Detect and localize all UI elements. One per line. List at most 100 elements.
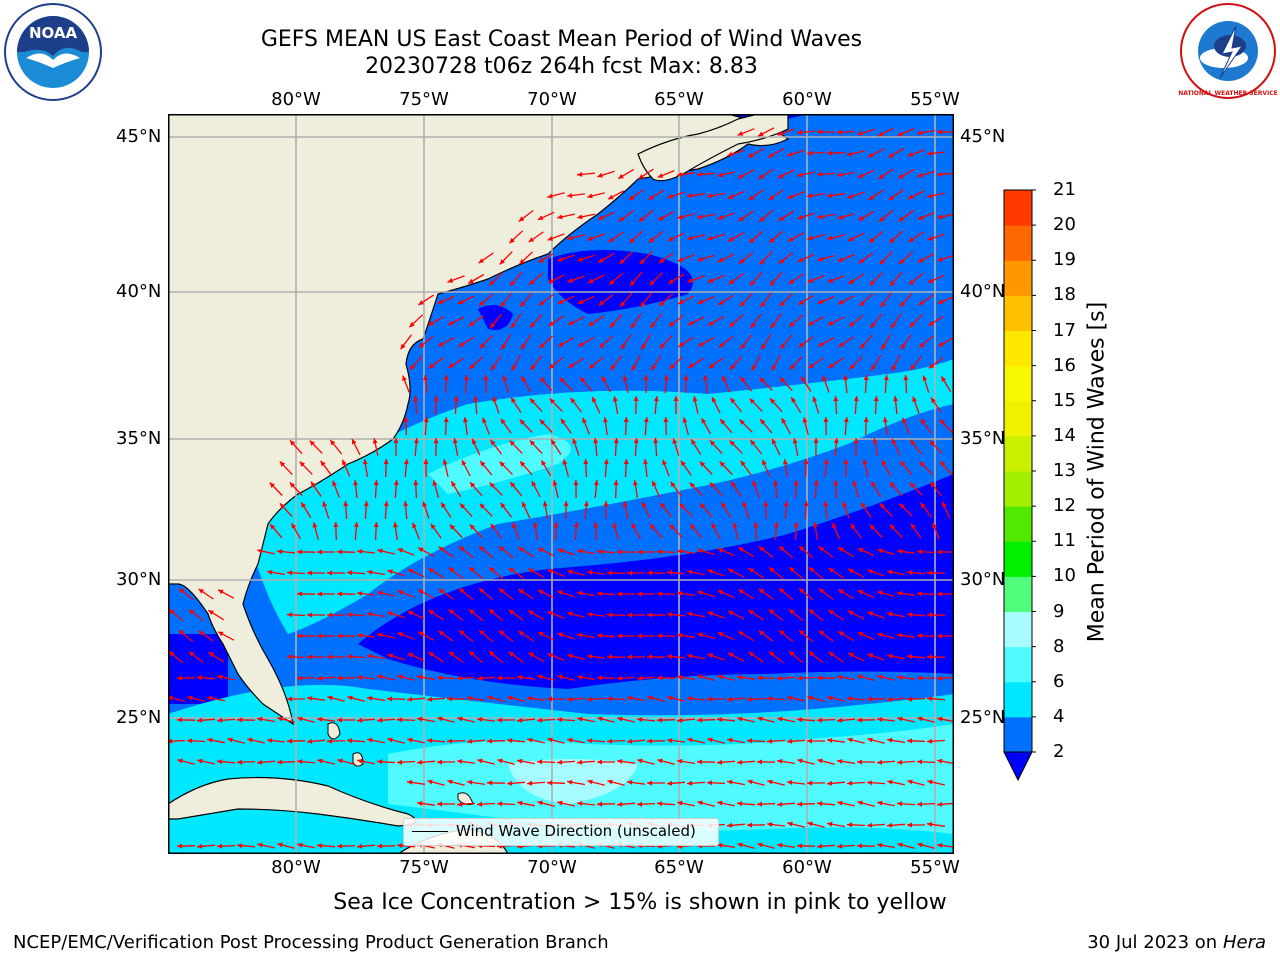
wind-wave-arrow-head — [751, 365, 757, 371]
wind-wave-arrow-head — [941, 376, 947, 382]
wind-wave-arrow-head — [909, 482, 915, 488]
wind-wave-arrow-head — [489, 280, 495, 286]
wind-wave-arrow-head — [547, 696, 552, 702]
wind-wave-arrow-head — [197, 843, 203, 849]
wind-wave-arrow-head — [817, 171, 823, 177]
wind-wave-arrow-head — [938, 341, 944, 347]
wind-wave-arrow-head — [537, 717, 543, 723]
wind-wave-arrow-head — [837, 214, 843, 220]
wind-wave-arrow-head — [667, 570, 673, 576]
wind-wave-arrow-head — [188, 609, 195, 615]
wind-wave-arrow-head — [770, 398, 776, 404]
wind-wave-arrow-head — [563, 501, 569, 507]
wind-wave-arrow-head — [887, 611, 893, 617]
wind-wave-arrow-head — [540, 377, 546, 383]
wind-wave-arrow-head — [857, 632, 864, 637]
wind-wave-arrow-head — [838, 589, 844, 595]
wind-wave-arrow-head — [628, 195, 635, 201]
wind-wave-arrow-head — [549, 398, 555, 404]
wind-wave-arrow-head — [937, 758, 943, 764]
wind-wave-arrow-head — [813, 522, 818, 528]
wind-wave-arrow-head — [657, 591, 663, 597]
wind-wave-arrow-head — [897, 801, 903, 807]
wind-wave-arrow-head — [297, 759, 303, 765]
wind-wave-arrow-head — [517, 675, 523, 680]
wind-wave-arrow-head — [207, 737, 213, 743]
wind-wave-arrow-head — [560, 418, 566, 425]
wind-wave-arrow-head — [610, 364, 616, 371]
wind-wave-arrow-head — [363, 501, 369, 507]
colorbar-bin-14 — [1004, 260, 1032, 296]
wind-wave-arrow-head — [447, 738, 453, 744]
colorbar-tick-label: 10 — [1053, 565, 1076, 587]
wind-wave-arrow-head — [822, 375, 827, 382]
wind-wave-arrow-head — [297, 675, 303, 681]
wind-wave-arrow-head — [383, 501, 389, 507]
wind-wave-arrow-head — [299, 461, 305, 467]
wind-wave-arrow-head — [747, 696, 753, 702]
lat-label-right-40n: 40°N — [960, 281, 1006, 302]
wind-wave-arrow-head — [538, 257, 544, 263]
wind-wave-arrow-head — [547, 780, 553, 786]
wind-wave-arrow-head — [719, 461, 725, 467]
wind-wave-arrow-head — [907, 612, 913, 618]
wind-wave-arrow-head — [887, 737, 893, 743]
wind-wave-arrow-head — [447, 320, 454, 325]
wind-wave-arrow-head — [717, 548, 724, 553]
wind-wave-arrow-head — [787, 738, 793, 744]
wind-wave-arrow-head — [428, 320, 434, 326]
wind-wave-arrow-head — [407, 653, 414, 658]
wind-wave-arrow-head — [917, 842, 923, 848]
wind-wave-arrow-head — [567, 611, 573, 617]
band-dark-north-2 — [478, 305, 513, 330]
wind-wave-arrow-head — [407, 611, 414, 616]
map-frame — [168, 114, 954, 854]
wind-wave-arrow-head — [717, 590, 724, 595]
wind-wave-arrow-head — [377, 632, 383, 638]
wind-wave-arrow-head — [817, 256, 823, 262]
wind-wave-arrow-head — [850, 523, 856, 530]
wind-wave-arrow-head — [858, 215, 864, 221]
wind-wave-arrow-head — [910, 439, 916, 446]
wind-wave-arrow-head — [807, 150, 813, 156]
lat-label-left-45n: 45°N — [116, 126, 162, 147]
wind-wave-arrow-head — [832, 522, 837, 529]
wind-wave-arrow-head — [727, 822, 733, 828]
colorbar-tick-label: 15 — [1053, 389, 1076, 411]
wind-wave-arrow-head — [518, 589, 524, 594]
wind-wave-arrow-head — [347, 738, 353, 744]
colorbar-bin-2 — [1004, 681, 1032, 718]
wind-wave-arrow-head — [782, 459, 788, 465]
wind-wave-arrow-head — [747, 779, 753, 785]
wind-wave-arrow-head — [527, 696, 533, 701]
colorbar-bin-16 — [1004, 190, 1032, 226]
wind-wave-arrow-head — [927, 696, 933, 702]
wind-wave-arrow-head — [877, 674, 883, 680]
wind-wave-arrow-head — [447, 779, 453, 785]
wind-wave-arrow-head — [573, 480, 579, 485]
wind-wave-arrow-head — [857, 717, 863, 723]
wind-wave-arrow-head — [367, 611, 373, 617]
wind-wave-arrow-head — [367, 737, 373, 743]
wind-wave-arrow-head — [197, 675, 203, 681]
wind-wave-arrow-head — [717, 800, 723, 806]
wind-wave-arrow-head — [677, 717, 683, 723]
wind-wave-arrow-head — [307, 570, 312, 576]
wind-wave-arrow-head — [848, 279, 854, 284]
wind-wave-arrow-head — [887, 696, 893, 702]
wind-wave-arrow-head — [857, 173, 864, 178]
wind-wave-arrow-head — [557, 256, 563, 262]
wind-wave-arrow-head — [787, 821, 793, 827]
wind-wave-arrow-head — [417, 801, 423, 806]
wind-wave-arrow-head — [757, 716, 763, 722]
wind-wave-arrow-head — [927, 193, 933, 199]
wind-wave-arrow-head — [469, 363, 475, 370]
wind-wave-arrow-head — [387, 696, 393, 702]
wind-wave-arrow-head — [297, 716, 303, 722]
wind-wave-arrow-head — [557, 759, 563, 765]
wind-wave-arrow-head — [727, 737, 733, 743]
wind-wave-arrow-head — [818, 546, 825, 552]
wind-wave-arrow-head — [787, 151, 793, 157]
wind-wave-arrow-head — [347, 570, 353, 576]
wind-wave-arrow-head — [352, 439, 357, 445]
